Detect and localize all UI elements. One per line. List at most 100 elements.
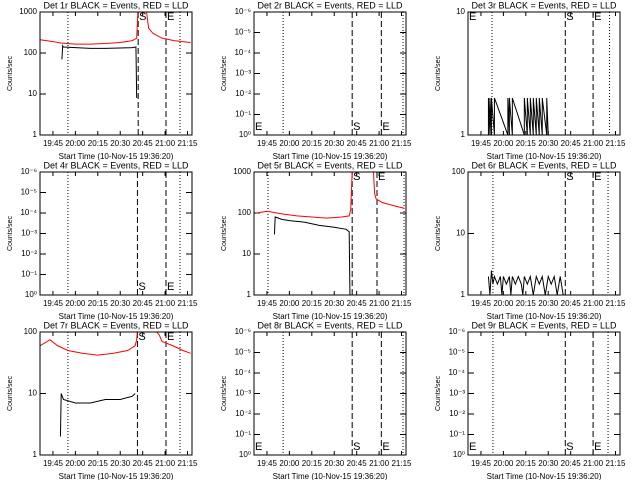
x-tick-label: 20:30 (538, 459, 559, 468)
x-tick-label: 20:30 (538, 299, 559, 308)
y-tick-label: 1 (33, 130, 38, 139)
x-tick-label: 20:00 (493, 459, 514, 468)
y-axis-label: Counts/sec (221, 55, 228, 91)
x-tick-label: 21:00 (155, 459, 176, 468)
x-tick-label: 20:00 (279, 459, 300, 468)
x-tick-label: 20:00 (65, 459, 86, 468)
plot (282, 12, 404, 135)
x-tick-label: 20:30 (324, 139, 345, 148)
marker-label: S (353, 171, 360, 183)
x-tick-label: 20:30 (324, 459, 345, 468)
y-axis-label: Counts/sec (435, 55, 442, 91)
marker-label: E (594, 441, 601, 453)
y-tick-label: 10⁻⁶ (21, 167, 37, 176)
plot-frame (39, 331, 193, 456)
marker-label: E (167, 281, 174, 293)
x-tick-label: 21:15 (391, 299, 412, 308)
x-tick-label: 21:15 (391, 459, 412, 468)
x-tick-label: 20:30 (110, 459, 131, 468)
x-tick-label: 19:45 (43, 139, 64, 148)
x-tick-label: 20:00 (65, 139, 86, 148)
x-tick-label: 20:30 (110, 139, 131, 148)
x-tick-label: 21:00 (369, 459, 390, 468)
x-axis-label: Start Time (10-Nov-15 19:36:20) (487, 152, 602, 161)
y-tick-label: 10⁻⁵ (235, 348, 251, 357)
marker-label: E (255, 441, 262, 453)
marker-label: S (138, 281, 145, 293)
x-tick-label: 20:45 (133, 459, 154, 468)
plot (282, 332, 404, 455)
y-tick-label: 10⁻⁴ (20, 208, 37, 217)
y-tick-label: 10⁻² (235, 409, 251, 418)
y-tick-label: 100 (452, 167, 466, 176)
x-tick-label: 21:15 (177, 139, 198, 148)
x-axis-label: Start Time (10-Nov-15 19:36:20) (59, 152, 174, 161)
panel: Det 1r BLACK = Events, RED = LLD Start Ti… (7, 0, 198, 161)
plot (40, 332, 191, 455)
panel: Det 8r BLACK = Events, RED = LLD Start Ti… (221, 320, 412, 480)
panel: Det 4r BLACK = Events, RED = LLD Start Ti… (7, 160, 198, 321)
x-tick-label: 20:00 (493, 299, 514, 308)
chart-title: Det 6r BLACK = Events, RED = LLD (471, 160, 617, 170)
y-tick-label: 1000 (233, 167, 251, 176)
y-tick-label: 10 (456, 229, 465, 238)
x-tick-label: 20:15 (302, 299, 323, 308)
x-tick-label: 20:45 (561, 139, 582, 148)
y-axis-label: Counts/sec (7, 55, 14, 91)
y-tick-label: 1000 (19, 7, 37, 16)
x-axis-label: Start Time (10-Nov-15 19:36:20) (59, 312, 174, 321)
x-tick-label: 20:15 (88, 139, 109, 148)
chart-title: Det 7r BLACK = Events, RED = LLD (43, 320, 189, 330)
x-tick-label: 19:45 (471, 299, 492, 308)
y-tick-label: 10⁻¹ (235, 110, 251, 119)
y-tick-label: 10⁻² (21, 249, 37, 258)
x-tick-label: 20:15 (302, 459, 323, 468)
x-tick-label: 21:00 (583, 459, 604, 468)
x-tick-label: 20:45 (133, 139, 154, 148)
x-tick-label: 19:45 (43, 299, 64, 308)
plot (487, 172, 609, 295)
panel: Det 2r BLACK = Events, RED = LLD Start Ti… (221, 0, 412, 161)
series-line (61, 44, 138, 98)
y-tick-label: 10⁻² (449, 409, 465, 418)
y-tick-label: 1 (247, 290, 252, 299)
marker-label: E (255, 121, 262, 133)
x-tick-label: 21:00 (369, 139, 390, 148)
x-tick-label: 19:45 (471, 459, 492, 468)
y-tick-label: 10⁻⁴ (234, 368, 251, 377)
x-tick-label: 19:45 (43, 459, 64, 468)
x-tick-label: 19:45 (257, 139, 278, 148)
series-line (487, 270, 564, 295)
plot-frame (39, 11, 193, 136)
chart-title: Det 5r BLACK = Events, RED = LLD (257, 160, 403, 170)
x-tick-label: 21:00 (583, 139, 604, 148)
y-tick-label: 10⁻¹ (449, 430, 465, 439)
panel: Det 3r BLACK = Events, RED = LLD Start Ti… (435, 0, 626, 161)
y-tick-label: 10⁻¹ (21, 270, 37, 279)
y-tick-label: 10⁻¹ (235, 430, 251, 439)
plot-frame (467, 331, 621, 456)
y-tick-label: 10⁻⁶ (235, 7, 251, 16)
marker-label: S (566, 11, 573, 23)
x-tick-label: 19:45 (471, 139, 492, 148)
y-axis-label: Counts/sec (435, 215, 442, 251)
x-tick-label: 20:45 (133, 299, 154, 308)
plot (256, 172, 405, 295)
y-tick-label: 10⁻⁵ (21, 188, 37, 197)
x-tick-label: 19:45 (257, 299, 278, 308)
plot (67, 172, 181, 295)
marker-label: E (469, 441, 476, 453)
y-axis-label: Counts/sec (221, 375, 228, 411)
plot-frame (39, 171, 193, 296)
chart-title: Det 3r BLACK = Events, RED = LLD (471, 0, 617, 10)
x-tick-label: 20:15 (302, 139, 323, 148)
x-axis-label: Start Time (10-Nov-15 19:36:20) (273, 472, 388, 480)
x-tick-label: 20:30 (538, 139, 559, 148)
x-tick-label: 21:00 (583, 299, 604, 308)
series-line (59, 393, 136, 437)
chart-title: Det 9r BLACK = Events, RED = LLD (471, 320, 617, 330)
x-tick-label: 20:45 (561, 299, 582, 308)
y-tick-label: 10⁻⁴ (448, 368, 465, 377)
x-tick-label: 20:30 (110, 299, 131, 308)
plot (40, 12, 191, 135)
